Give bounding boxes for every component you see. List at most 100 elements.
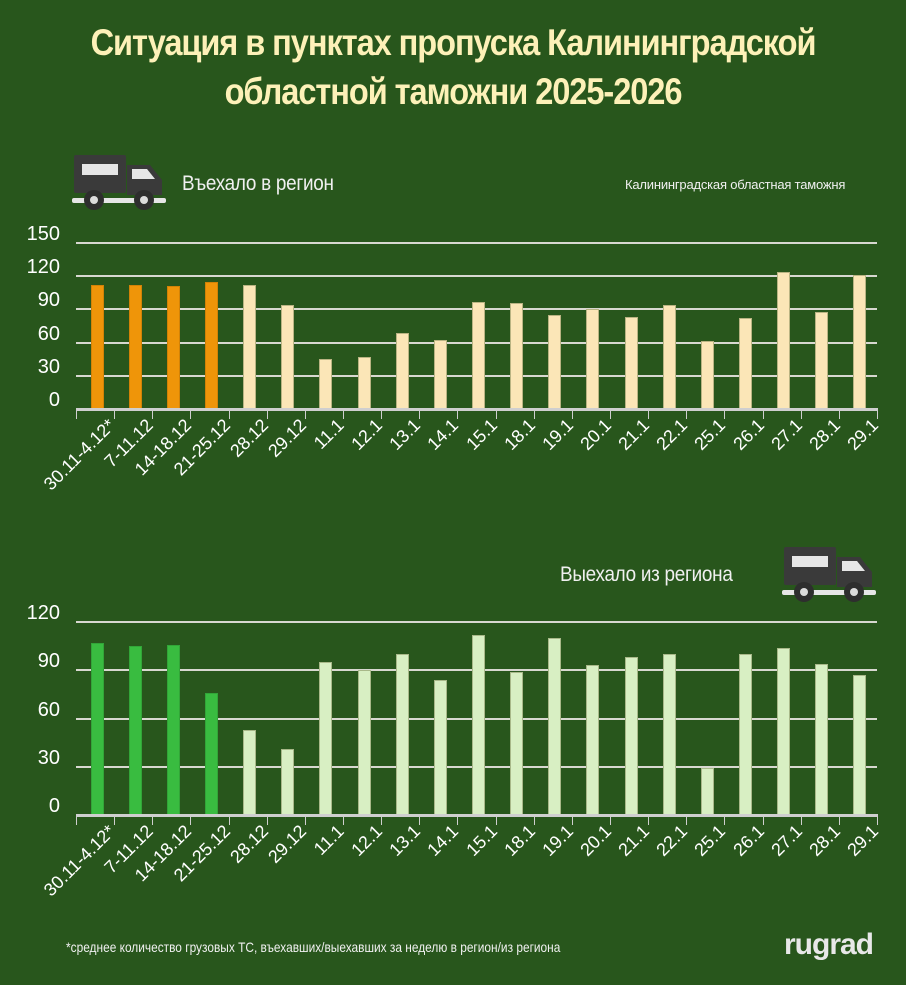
bar-daily bbox=[548, 638, 562, 815]
entered-section-label: Въехало в регион bbox=[182, 172, 334, 195]
title-line-2: областной таможни 2025-2026 bbox=[224, 71, 683, 112]
x-tick bbox=[686, 410, 688, 419]
exited-section-label: Выехало из региона bbox=[560, 563, 733, 586]
y-tick-label: 150 bbox=[26, 223, 60, 245]
x-tick bbox=[800, 816, 802, 825]
bar-daily bbox=[586, 665, 600, 815]
x-tick-label: 14.1 bbox=[423, 821, 463, 860]
bar-daily bbox=[357, 670, 371, 815]
x-tick-label: 20.1 bbox=[576, 821, 616, 860]
x-tick-label: 15.1 bbox=[461, 821, 501, 860]
x-tick bbox=[228, 410, 230, 419]
x-tick bbox=[571, 816, 573, 825]
x-tick bbox=[495, 816, 497, 825]
x-tick-label: 22.1 bbox=[652, 821, 692, 860]
x-tick bbox=[114, 816, 116, 825]
x-tick bbox=[457, 816, 459, 825]
y-tick-label: 0 bbox=[48, 389, 60, 411]
x-tick bbox=[533, 816, 535, 825]
x-tick-label: 27.1 bbox=[766, 821, 806, 860]
x-tick-label: 13.1 bbox=[385, 821, 425, 860]
x-tick bbox=[114, 410, 116, 419]
x-tick bbox=[304, 410, 306, 419]
x-tick bbox=[495, 410, 497, 419]
x-tick bbox=[610, 410, 611, 419]
x-tick bbox=[457, 410, 459, 419]
footnote: *среднее количество грузовых ТС, въехавш… bbox=[66, 939, 561, 955]
brand-logo: rugrad bbox=[784, 928, 874, 961]
y-tick-label: 90 bbox=[37, 289, 60, 312]
x-tick bbox=[343, 410, 344, 419]
x-tick bbox=[686, 816, 688, 825]
x-tick bbox=[571, 410, 573, 419]
bar-daily bbox=[662, 654, 676, 815]
x-axis bbox=[76, 408, 878, 411]
bar-daily bbox=[777, 647, 791, 815]
y-tick-label: 60 bbox=[37, 322, 60, 345]
x-tick-label: 29.1 bbox=[843, 821, 883, 860]
x-tick bbox=[648, 816, 650, 825]
bar-weekly-average bbox=[128, 646, 142, 815]
y-tick-label: 120 bbox=[26, 256, 60, 279]
x-tick-label: 12.1 bbox=[347, 821, 387, 860]
x-axis bbox=[76, 814, 878, 817]
y-tick-label: 120 bbox=[26, 602, 60, 624]
x-tick bbox=[877, 410, 878, 419]
y-tick-label: 30 bbox=[37, 746, 60, 769]
x-tick bbox=[190, 816, 192, 825]
exited-bar-chart: 0 30 60 90 120 30.11-4.12* 7-11.12 14-18.12 21-2… bbox=[26, 602, 883, 900]
x-tick-label: 21.1 bbox=[614, 821, 654, 860]
y-tick-label: 0 bbox=[48, 795, 60, 817]
x-tick bbox=[800, 410, 802, 419]
x-tick bbox=[724, 410, 726, 419]
bar-daily bbox=[472, 634, 485, 815]
x-tick bbox=[152, 410, 154, 419]
x-tick bbox=[724, 816, 726, 825]
bar-weekly-average bbox=[90, 642, 104, 815]
entered-bar-chart: 0 30 60 90 120 150 30.11-4.12* 7-11.12 14-18.12 2… bbox=[26, 223, 882, 494]
x-tick bbox=[76, 410, 77, 419]
x-tick bbox=[419, 410, 421, 419]
x-tick bbox=[838, 816, 840, 825]
x-tick-label: 26.1 bbox=[728, 821, 768, 860]
x-tick bbox=[762, 816, 764, 825]
bar-weekly-average bbox=[205, 692, 218, 815]
x-tick-label: 18.1 bbox=[499, 821, 539, 860]
bar-daily bbox=[433, 679, 447, 815]
x-tick bbox=[266, 410, 268, 419]
bar-daily bbox=[510, 671, 524, 815]
x-tick bbox=[266, 816, 268, 825]
x-tick bbox=[190, 410, 192, 419]
bar-daily bbox=[624, 657, 638, 815]
x-tick-label: 28.12 bbox=[225, 821, 272, 867]
x-tick bbox=[228, 816, 230, 825]
x-tick bbox=[343, 816, 344, 825]
x-tick-label: 28.1 bbox=[805, 821, 844, 860]
bar-weekly-average bbox=[166, 644, 180, 815]
x-tick bbox=[304, 816, 306, 825]
bar-daily bbox=[281, 749, 295, 815]
x-tick-label: 25.1 bbox=[690, 821, 730, 860]
gridline bbox=[76, 275, 877, 278]
x-tick bbox=[877, 816, 878, 825]
x-tick bbox=[381, 410, 383, 419]
source-label: Калининградская областная таможня bbox=[625, 177, 846, 192]
title-line-1: Ситуация в пунктах пропуска Калининградс… bbox=[90, 22, 817, 63]
bar-daily bbox=[395, 654, 409, 815]
truck-icon bbox=[782, 547, 876, 602]
y-tick-label: 90 bbox=[37, 650, 60, 673]
x-tick bbox=[76, 816, 77, 825]
y-tick-label: 60 bbox=[37, 698, 60, 721]
x-tick bbox=[419, 816, 421, 825]
bar-daily bbox=[243, 729, 257, 815]
x-tick bbox=[762, 410, 764, 419]
bar-daily bbox=[700, 768, 714, 815]
bar-daily bbox=[319, 662, 333, 815]
gridline bbox=[76, 621, 877, 623]
x-tick bbox=[381, 816, 383, 825]
x-tick-label: 11.1 bbox=[309, 821, 348, 859]
x-tick-label: 19.1 bbox=[538, 821, 577, 860]
x-tick bbox=[152, 816, 154, 825]
x-tick bbox=[838, 410, 840, 419]
y-tick-label: 30 bbox=[37, 355, 60, 378]
